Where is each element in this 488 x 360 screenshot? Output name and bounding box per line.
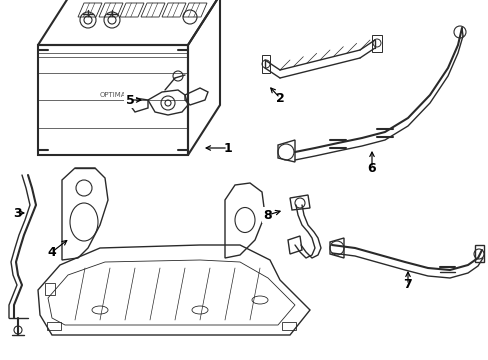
Text: 6: 6: [367, 162, 376, 175]
Text: 1: 1: [223, 141, 232, 154]
Text: 2: 2: [275, 91, 284, 104]
Text: 8: 8: [263, 208, 272, 221]
Text: OPTIMA: OPTIMA: [100, 91, 126, 98]
Text: 3: 3: [14, 207, 22, 220]
Text: 5: 5: [125, 94, 134, 107]
Text: 7: 7: [403, 279, 411, 292]
Text: 4: 4: [47, 246, 56, 258]
